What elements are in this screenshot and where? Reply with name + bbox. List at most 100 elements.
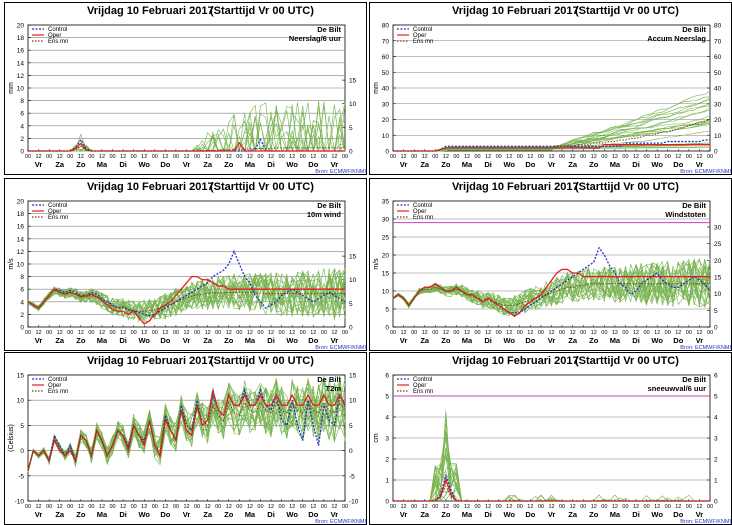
x-hour-label: 12	[331, 330, 337, 336]
x-hour-label: 00	[601, 154, 607, 160]
x-hour-label: 12	[141, 504, 147, 510]
ensemble-member-line	[27, 280, 346, 323]
x-hour-label: 12	[183, 504, 189, 510]
y-tick-label-right: 15	[349, 254, 357, 261]
ensemble-member-line	[27, 273, 346, 319]
x-hour-label: 12	[99, 154, 105, 160]
y-axis-label: (Celsius)	[8, 424, 15, 452]
variable-name: Windstoten	[665, 210, 706, 219]
x-hour-label: 12	[570, 154, 576, 160]
variable-name: Accum Neerslag	[647, 34, 706, 43]
series-line-ens-mn	[27, 401, 346, 471]
x-day-label: Do	[525, 510, 535, 519]
x-hour-label: 12	[162, 330, 168, 336]
series-line-ens-mn	[393, 485, 710, 502]
x-hour-label: 12	[612, 504, 618, 510]
x-hour-label: 12	[226, 504, 232, 510]
y-tick-label-right: 80	[714, 23, 722, 30]
panel-run-time: (Starttijd Vr 00 UTC)	[210, 5, 314, 17]
meteogram-panel: Vrijdag 10 Februari 2017 (Starttijd Vr 00…	[4, 2, 367, 175]
y-tick-label: 0	[20, 149, 24, 156]
y-tick-label: 8	[20, 274, 24, 281]
y-tick-label: 18	[17, 211, 25, 218]
y-tick-label-right: 15	[349, 78, 357, 85]
x-hour-label: 12	[401, 154, 407, 160]
station-name: De Bilt	[317, 25, 341, 34]
y-tick-label: -10	[15, 499, 25, 506]
x-day-label: Vr	[548, 160, 556, 169]
x-hour-label: 12	[57, 154, 63, 160]
y-tick-label-right: 20	[714, 117, 722, 124]
legend-label: Ens mn	[48, 389, 68, 395]
x-day-label: Do	[308, 510, 318, 519]
x-day-label: Za	[420, 160, 430, 169]
x-day-label: Ma	[97, 336, 108, 345]
x-hour-label: 12	[141, 330, 147, 336]
x-hour-label: 00	[67, 504, 73, 510]
x-day-label: Do	[525, 336, 535, 345]
legend-label: Oper	[413, 383, 426, 389]
y-tick-label-right: 0	[349, 448, 353, 455]
legend-label: Control	[413, 203, 432, 209]
x-day-label: Wo	[651, 160, 663, 169]
x-hour-label: 12	[654, 504, 660, 510]
panel-date: Vrijdag 10 Februari 2017	[452, 5, 579, 17]
x-hour-label: 00	[686, 504, 692, 510]
y-tick-label: -5	[18, 473, 24, 480]
x-hour-label: 12	[57, 504, 63, 510]
y-tick-label: 2	[385, 457, 389, 464]
x-day-label: Vr	[548, 336, 556, 345]
x-hour-label: 12	[485, 504, 491, 510]
x-hour-label: 00	[257, 330, 263, 336]
y-tick-label: 20	[17, 23, 25, 30]
x-day-label: Ma	[610, 336, 621, 345]
x-hour-label: 00	[342, 330, 348, 336]
x-day-label: Wo	[138, 510, 150, 519]
series-line-ens-mn	[28, 145, 345, 152]
y-tick-label: 40	[382, 86, 390, 93]
x-day-label: Do	[673, 510, 683, 519]
x-day-label: Ma	[97, 510, 108, 519]
y-tick-label-right: 5	[349, 423, 353, 430]
x-day-label: Di	[632, 160, 640, 169]
legend-label: Oper	[48, 383, 61, 389]
x-day-label: Zo	[441, 160, 451, 169]
x-hour-label: 00	[279, 330, 285, 336]
series-line-ens-mn	[27, 289, 345, 312]
variable-name: sneeuwval/6 uur	[648, 384, 706, 393]
x-hour-label: 12	[675, 330, 681, 336]
y-tick-label: 12	[17, 73, 25, 80]
x-day-label: Za	[55, 160, 65, 169]
x-hour-label: 00	[321, 504, 327, 510]
x-hour-label: 12	[401, 330, 407, 336]
y-tick-label-right: 10	[349, 101, 357, 108]
x-day-label: Wo	[286, 160, 298, 169]
x-hour-label: 00	[109, 504, 115, 510]
x-hour-label: 12	[506, 504, 512, 510]
y-tick-label: 5	[20, 423, 24, 430]
y-tick-label: 35	[382, 199, 390, 206]
x-day-label: Do	[673, 336, 683, 345]
x-hour-label: 00	[453, 154, 459, 160]
y-tick-label-right: 40	[714, 86, 722, 93]
x-day-label: Zo	[224, 336, 234, 345]
y-axis-label: m/s	[373, 258, 380, 270]
x-hour-label: 00	[707, 504, 713, 510]
x-hour-label: 00	[25, 330, 31, 336]
station-name: De Bilt	[317, 201, 341, 210]
y-tick-label: 1	[385, 478, 389, 485]
y-tick-label-right: 15	[714, 275, 722, 282]
x-hour-label: 12	[464, 154, 470, 160]
y-tick-label: 3	[385, 436, 389, 443]
y-axis-label: cm	[373, 433, 380, 443]
x-hour-label: 00	[257, 504, 263, 510]
x-day-label: Di	[119, 510, 127, 519]
x-hour-label: 12	[633, 330, 639, 336]
x-hour-label: 00	[411, 330, 417, 336]
x-hour-label: 12	[268, 330, 274, 336]
x-day-label: Di	[484, 510, 492, 519]
x-hour-label: 00	[411, 504, 417, 510]
y-tick-label-right: 15	[349, 373, 357, 380]
x-hour-label: 00	[88, 154, 94, 160]
y-tick-label-right: 30	[714, 225, 722, 232]
